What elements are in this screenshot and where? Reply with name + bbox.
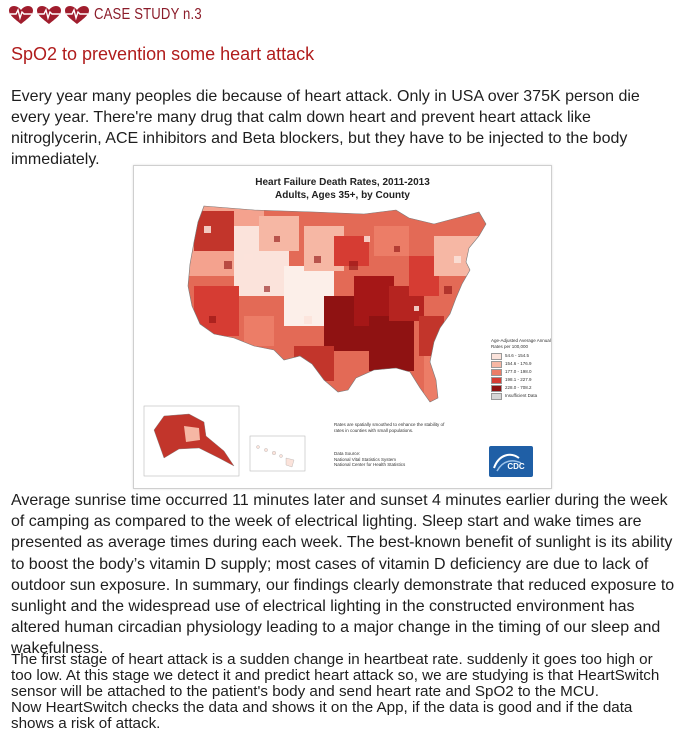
case-header: CASE STUDY n.3 (8, 4, 225, 26)
map-note: Rates are spatially smoothed to enhance … (334, 422, 445, 433)
map-title: Heart Failure Death Rates, 2011-2013 Adu… (134, 176, 551, 202)
app-paragraph: Now HeartSwitch checks the data and show… (11, 699, 633, 732)
legend-swatch (491, 368, 502, 376)
map-title-line2: Adults, Ages 35+, by County (275, 190, 410, 201)
body-paragraph: Average sunrise time occurred 11 minutes… (11, 492, 675, 658)
legend-item: Insufficient Data (491, 392, 551, 400)
heart-ecg-icon (37, 6, 61, 24)
intro-paragraph: Every year many peoples die because of h… (11, 88, 640, 168)
legend-swatch (491, 376, 502, 384)
heart-failure-map-figure: Heart Failure Death Rates, 2011-2013 Adu… (133, 165, 552, 489)
map-source: Data Source: National Vital Statistics S… (334, 451, 406, 467)
hawaii-inset (249, 435, 306, 472)
legend-swatch (491, 392, 502, 400)
cdc-logo-icon: CDC (489, 446, 533, 477)
map-title-line1: Heart Failure Death Rates, 2011-2013 (255, 177, 430, 188)
heart-ecg-icon (65, 6, 89, 24)
legend-item: 198.1 - 227.9 (491, 376, 551, 384)
legend-item: 54.6 - 154.5 (491, 352, 551, 360)
heartswitch-section: The first stage of heart attack is a sud… (11, 652, 675, 732)
case-study-title: CASE STUDY n.3 (94, 6, 202, 23)
county-choropleth (188, 206, 486, 402)
legend-swatch (491, 360, 502, 368)
map-legend: Age-Adjusted Average Annual Rates per 10… (491, 338, 551, 400)
legend-title: Age-Adjusted Average Annual Rates per 10… (491, 338, 551, 349)
legend-item: 177.0 - 198.0 (491, 368, 551, 376)
legend-item: 228.0 - 708.2 (491, 384, 551, 392)
page-subtitle: SpO2 to prevention some heart attack (11, 44, 315, 64)
us-county-map (143, 205, 487, 477)
legend-item: 154.6 - 176.9 (491, 360, 551, 368)
stage-paragraph: The first stage of heart attack is a sud… (11, 651, 660, 700)
legend-swatch (491, 384, 502, 392)
legend-swatch (491, 352, 502, 360)
heart-ecg-icon (9, 6, 33, 24)
svg-text:CDC: CDC (507, 462, 525, 471)
